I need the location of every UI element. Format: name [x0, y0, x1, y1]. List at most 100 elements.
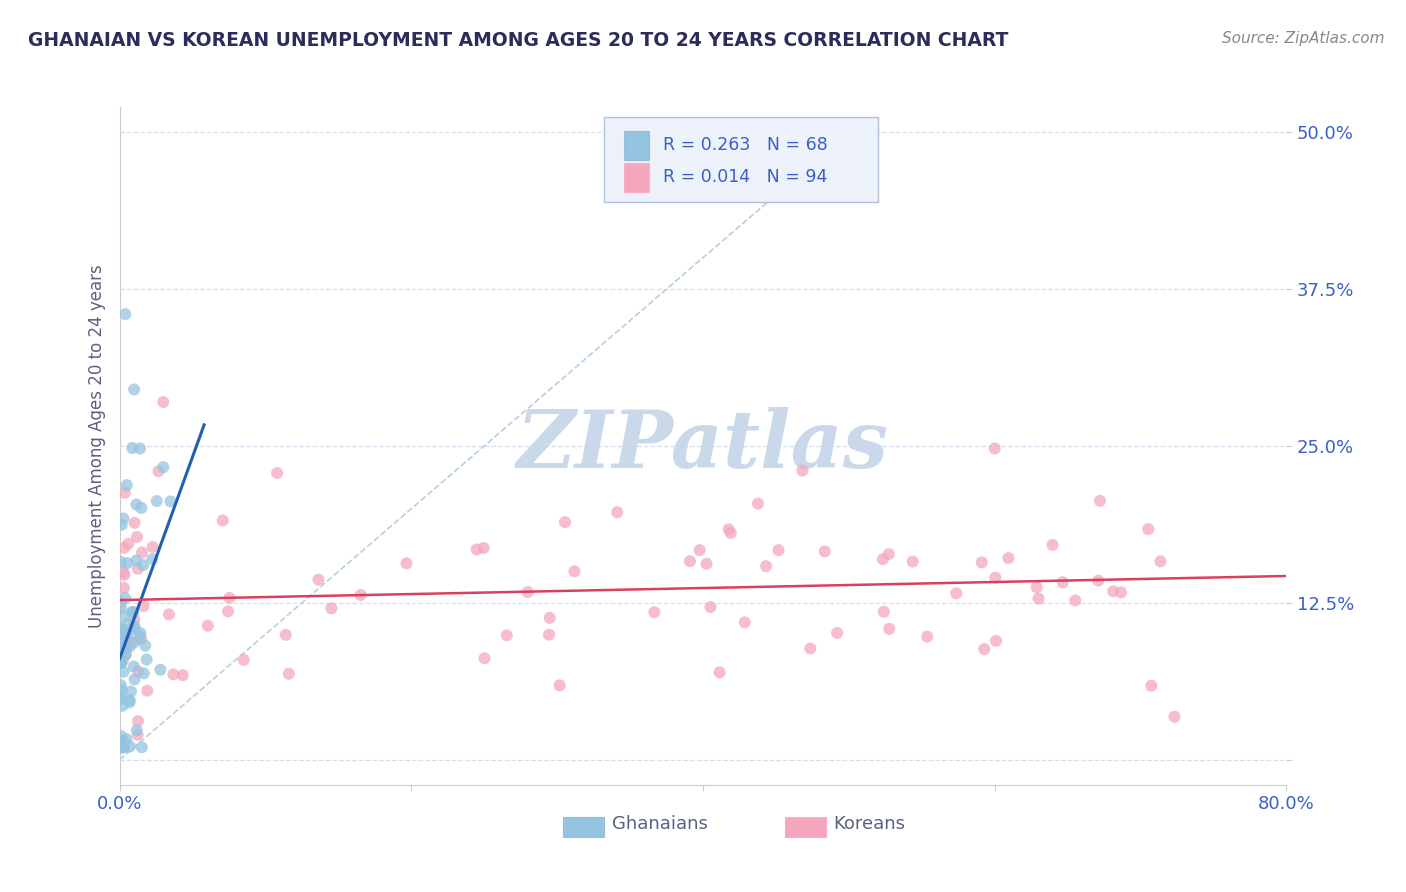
Point	[112, 640, 135, 654]
Point	[112, 541, 135, 555]
Point	[125, 498, 148, 512]
Point	[121, 441, 143, 455]
Point	[110, 621, 132, 635]
Bar	[624, 131, 650, 160]
Point	[127, 562, 149, 576]
Point	[122, 635, 145, 649]
Point	[984, 571, 1007, 585]
Point	[145, 494, 167, 508]
Point	[1137, 522, 1160, 536]
Point	[118, 640, 141, 654]
Point	[129, 500, 152, 515]
Point	[689, 543, 711, 558]
Point	[734, 615, 756, 630]
Point	[117, 616, 139, 631]
Point	[115, 624, 138, 639]
Point	[110, 678, 132, 692]
Point	[997, 551, 1019, 566]
Point	[1025, 580, 1047, 594]
Point	[1163, 710, 1185, 724]
Point	[877, 547, 900, 561]
Point	[172, 668, 194, 682]
Bar	[785, 817, 825, 838]
Point	[125, 530, 148, 544]
Point	[1064, 593, 1087, 607]
Point	[124, 673, 146, 687]
Text: Koreans: Koreans	[834, 814, 905, 832]
Point	[696, 557, 718, 571]
Point	[1028, 591, 1050, 606]
Point	[538, 611, 561, 625]
Point	[127, 665, 149, 679]
Point	[274, 628, 297, 642]
Point	[112, 665, 135, 679]
Point	[211, 514, 233, 528]
Point	[277, 666, 299, 681]
Point	[149, 663, 172, 677]
Point	[112, 511, 135, 525]
Point	[114, 485, 136, 500]
Point	[873, 605, 896, 619]
Point	[110, 653, 132, 667]
Point	[124, 622, 146, 636]
Point	[112, 628, 135, 642]
Point	[901, 555, 924, 569]
Point	[115, 732, 138, 747]
Point	[945, 586, 967, 600]
Point	[120, 684, 142, 698]
Point	[720, 525, 742, 540]
Point	[112, 581, 135, 595]
Point	[159, 494, 181, 508]
Point	[872, 552, 894, 566]
Point	[127, 714, 149, 729]
Point	[321, 601, 343, 615]
Point	[120, 635, 142, 649]
Point	[111, 654, 134, 668]
Point	[110, 555, 132, 569]
Text: ZIPatlas: ZIPatlas	[517, 408, 889, 484]
Point	[110, 630, 132, 644]
Point	[349, 588, 371, 602]
Point	[111, 740, 134, 755]
Point	[308, 573, 330, 587]
Y-axis label: Unemployment Among Ages 20 to 24 years: Unemployment Among Ages 20 to 24 years	[87, 264, 105, 628]
Point	[606, 505, 628, 519]
Point	[124, 516, 146, 530]
Point	[131, 545, 153, 559]
Point	[142, 540, 165, 554]
Point	[121, 605, 143, 619]
Point	[472, 541, 495, 555]
Point	[1140, 679, 1163, 693]
Point	[474, 651, 496, 665]
Point	[111, 740, 134, 755]
Point	[217, 604, 239, 618]
Point	[136, 683, 159, 698]
Point	[128, 630, 150, 644]
Point	[121, 621, 143, 635]
Text: GHANAIAN VS KOREAN UNEMPLOYMENT AMONG AGES 20 TO 24 YEARS CORRELATION CHART: GHANAIAN VS KOREAN UNEMPLOYMENT AMONG AG…	[28, 31, 1008, 50]
Point	[117, 632, 139, 646]
Point	[792, 464, 814, 478]
Point	[1102, 584, 1125, 599]
Point	[122, 612, 145, 626]
Point	[115, 628, 138, 642]
Point	[197, 618, 219, 632]
Point	[111, 517, 134, 532]
Point	[548, 678, 571, 692]
Point	[127, 728, 149, 742]
Point	[157, 607, 180, 622]
Point	[162, 667, 184, 681]
Point	[141, 552, 163, 566]
Point	[114, 307, 136, 321]
Point	[131, 632, 153, 646]
Point	[537, 628, 560, 642]
Point	[643, 605, 665, 619]
Point	[1042, 538, 1064, 552]
Point	[825, 626, 848, 640]
Point	[973, 642, 995, 657]
Point	[110, 740, 132, 755]
Point	[110, 656, 132, 670]
Point	[114, 641, 136, 656]
Point	[152, 460, 174, 475]
Point	[131, 740, 153, 755]
